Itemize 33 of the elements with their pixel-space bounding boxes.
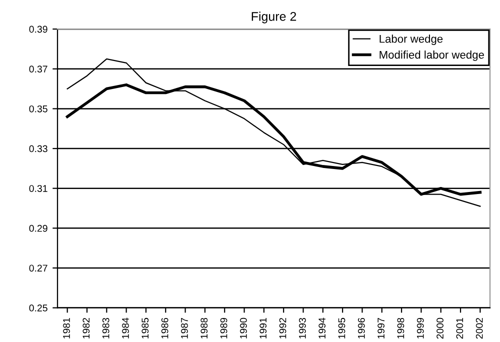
y-tick-label: 0.27 [29,264,48,272]
x-tick-label: 1986 [161,318,168,338]
x-tick-label: 1992 [279,318,286,338]
x-tick-label: 1985 [142,318,149,338]
y-tick-label: 0.39 [29,26,48,33]
x-tick-label: 1999 [416,318,424,338]
y-tick-label: 0.37 [29,66,48,73]
chart-title: Figure 2 [252,12,296,24]
y-tick-label: 0.29 [29,224,48,232]
legend-label: Labor wedge [380,34,443,45]
x-tick-label: 1994 [318,318,326,338]
legend-label: Modified labor wedge [380,50,484,61]
y-tick-label: 0.35 [29,105,48,112]
x-tick-label: 1988 [200,318,208,338]
x-tick-label: 2001 [456,318,464,339]
x-tick-label: 1981 [63,318,70,338]
y-tick-label: 0.33 [29,145,48,152]
x-tick-label: 1996 [358,318,365,338]
x-tick-label: 1991 [260,318,267,338]
x-tick-label: 1984 [122,318,129,338]
x-tick-label: 2002 [476,318,483,339]
x-tick-label: 1993 [298,318,306,338]
y-tick-label: 0.25 [29,304,48,312]
x-tick-label: 1982 [82,318,90,338]
x-tick-label: 1989 [220,318,228,338]
x-tick-label: 1997 [378,318,384,338]
x-tick-label: 1998 [397,318,404,338]
y-tick-label: 0.31 [29,185,48,192]
x-tick-label: 2000 [436,318,444,339]
x-tick-label: 1995 [338,318,346,338]
x-tick-label: 1987 [181,318,188,338]
x-tick-label: 1983 [102,318,110,338]
x-tick-label: 1990 [240,318,247,338]
